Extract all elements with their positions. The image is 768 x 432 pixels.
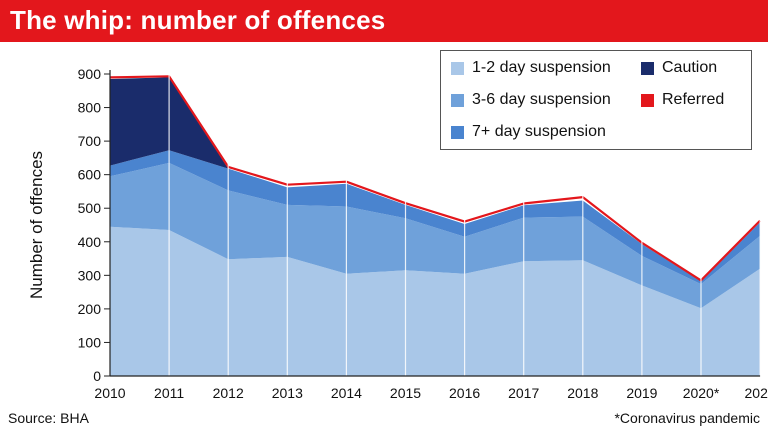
x-tick-label: 2010 bbox=[94, 385, 125, 401]
legend-item-1-2-day: 1-2 day suspension bbox=[451, 59, 611, 77]
x-tick-label: 2016 bbox=[449, 385, 480, 401]
legend-item-caution: Caution bbox=[641, 59, 717, 77]
y-axis-title: Number of offences bbox=[27, 151, 46, 299]
legend-swatch bbox=[451, 93, 464, 107]
x-tick-label: 2015 bbox=[390, 385, 421, 401]
x-tick-label: 2021 bbox=[745, 385, 768, 401]
y-tick-label: 200 bbox=[78, 301, 102, 317]
source-note: Source: BHA bbox=[8, 410, 89, 426]
footnote: *Coronavirus pandemic bbox=[614, 410, 760, 426]
y-tick-label: 800 bbox=[78, 100, 102, 116]
legend: 1-2 day suspension Caution 3-6 day suspe… bbox=[440, 50, 752, 150]
y-tick-label: 0 bbox=[93, 368, 101, 384]
series-referred-line bbox=[109, 75, 761, 282]
x-tick-label: 2011 bbox=[154, 385, 184, 401]
legend-swatch bbox=[641, 93, 654, 107]
y-tick-label: 600 bbox=[78, 167, 102, 183]
series-7-day-suspension-area bbox=[110, 150, 761, 285]
x-tick-label: 2018 bbox=[567, 385, 598, 401]
y-tick-label: 700 bbox=[78, 133, 102, 149]
x-tick-label: 2020* bbox=[683, 385, 720, 401]
title-bar: The whip: number of offences bbox=[0, 0, 768, 42]
series-3-6-day-suspension-area bbox=[110, 162, 761, 309]
legend-swatch bbox=[451, 125, 464, 139]
legend-item-3-6-day: 3-6 day suspension bbox=[451, 91, 611, 109]
legend-label: 1-2 day suspension bbox=[472, 59, 611, 76]
series-1-2-day-suspension-area bbox=[110, 226, 761, 376]
x-tick-label: 2019 bbox=[626, 385, 657, 401]
x-tick-label: 2014 bbox=[331, 385, 362, 401]
x-tick-label: 2012 bbox=[213, 385, 244, 401]
legend-label: Caution bbox=[662, 59, 718, 76]
y-tick-label: 500 bbox=[78, 200, 102, 216]
y-tick-label: 100 bbox=[78, 334, 102, 350]
area-chart: 0 100 200 300 400 500 600 700 800 900 2010 2011 2012… bbox=[27, 66, 768, 401]
legend-label: 3-6 day suspension bbox=[472, 91, 611, 108]
series-caution-area bbox=[110, 77, 761, 282]
y-tick-label: 900 bbox=[78, 66, 102, 82]
x-tick-label: 2013 bbox=[272, 385, 303, 401]
y-tick-label: 400 bbox=[78, 234, 102, 250]
legend-swatch bbox=[451, 61, 464, 75]
legend-swatch bbox=[641, 61, 654, 75]
x-tick-label: 2017 bbox=[508, 385, 539, 401]
legend-label: Referred bbox=[662, 91, 725, 108]
legend-item-referred: Referred bbox=[641, 91, 724, 109]
chart-title: The whip: number of offences bbox=[10, 5, 386, 35]
y-tick-label: 300 bbox=[78, 267, 102, 283]
legend-item-7-plus-day: 7+ day suspension bbox=[451, 123, 606, 141]
legend-label: 7+ day suspension bbox=[472, 123, 606, 140]
